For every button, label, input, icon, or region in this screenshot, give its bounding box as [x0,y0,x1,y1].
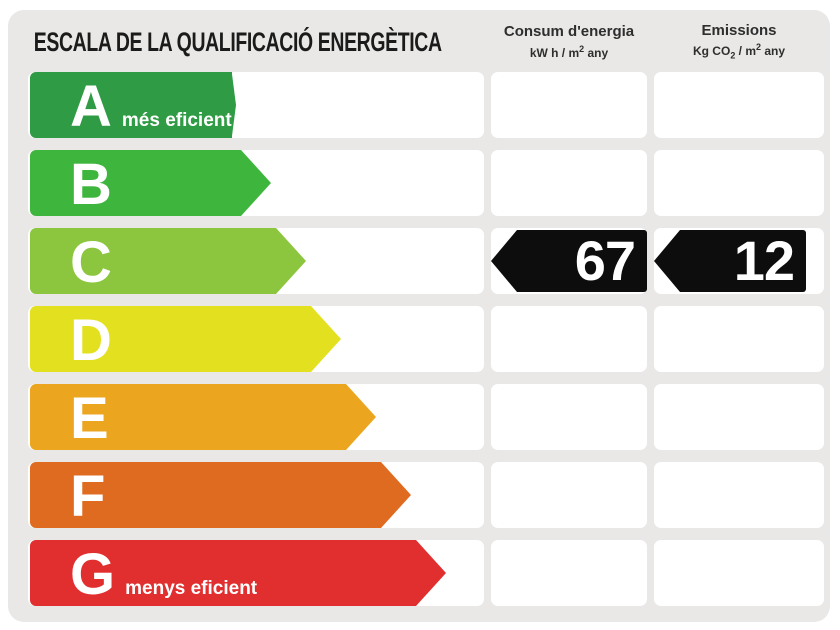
grade-letter: G [70,542,116,607]
grade-letter: D [70,308,112,373]
emissions-cell [654,540,824,606]
bar-cell: G menys eficient [28,540,484,607]
bar-arrow-head-icon [346,384,376,450]
scale-rows: A més eficient B C [8,72,830,607]
consum-cell [491,306,647,372]
column-header-consum: Consum d'energia kW h / m2 any [491,24,647,60]
emissions-cell [654,150,824,216]
consum-cell: 67 [491,228,647,294]
rating-value-arrow: 12 [654,230,806,292]
efficiency-note: més eficient [121,110,232,131]
bar-arrow-head-icon [311,306,341,372]
bar-arrow-head-icon [416,540,446,606]
consum-cell [491,384,647,450]
bar-cell: D [28,306,484,373]
scale-row-c: C 67 12 [8,228,830,295]
rating-bar: B [30,150,271,217]
bar-body: G menys eficient [30,540,416,607]
grade-letter: E [70,386,109,451]
scale-row-a: A més eficient [8,72,830,139]
bar-arrow-head-icon [381,462,411,528]
rating-bar: A més eficient [30,72,236,139]
emissions-cell [654,462,824,528]
consum-cell [491,462,647,528]
bar-arrow-head-icon [276,228,306,294]
bar-body: A més eficient [30,72,232,139]
rating-bar: C [30,228,306,295]
rating-value: 67 [574,229,636,292]
grade-letter: B [70,152,112,217]
table-header: ESCALA DE LA QUALIFICACIÓ ENERGÈTICA Con… [8,16,830,68]
emissions-cell: 12 [654,228,824,294]
rating-bar: G menys eficient [30,540,446,607]
energy-scale-panel: ESCALA DE LA QUALIFICACIÓ ENERGÈTICA Con… [8,10,830,622]
emissions-cell [654,306,824,372]
emissions-label: Emissions [701,21,777,39]
scale-row-b: B [8,150,830,217]
bar-cell: A més eficient [28,72,484,139]
value-arrow-head-icon [491,230,517,292]
grade-letter: F [70,464,106,529]
consum-label: Consum d'energia [503,23,635,41]
bar-body: D [30,306,311,373]
value-arrow-head-icon [654,230,680,292]
bar-body: B [30,150,241,217]
bar-body: C [30,228,276,295]
rating-bar: E [30,384,376,451]
bar-arrow-head-icon [241,150,271,216]
grade-letter: C [70,230,112,295]
scale-row-d: D [8,306,830,373]
bar-body: E [30,384,346,451]
rating-value: 12 [733,229,795,292]
bar-cell: B [28,150,484,217]
consum-cell [491,150,647,216]
consum-cell [491,72,647,138]
consum-unit: kW h / m2 any [529,43,609,60]
bar-body: F [30,462,381,529]
emissions-unit: Kg CO2 / m2 any [692,42,786,61]
rating-bar: F [30,462,411,529]
value-arrow-body: 67 [517,230,647,292]
bar-arrow-head-icon [231,72,236,138]
scale-row-f: F [8,462,830,529]
emissions-cell [654,384,824,450]
bar-cell: E [28,384,484,451]
scale-row-e: E [8,384,830,451]
efficiency-note: menys eficient [125,578,258,599]
bar-cell: C [28,228,484,295]
page-title: ESCALA DE LA QUALIFICACIÓ ENERGÈTICA [33,26,442,57]
emissions-cell [654,72,824,138]
rating-value-arrow: 67 [491,230,647,292]
scale-row-g: G menys eficient [8,540,830,607]
grade-letter: A [70,74,112,139]
consum-cell [491,540,647,606]
bar-cell: F [28,462,484,529]
column-header-emissions: Emissions Kg CO2 / m2 any [654,21,824,62]
rating-bar: D [30,306,341,373]
value-arrow-body: 12 [680,230,806,292]
